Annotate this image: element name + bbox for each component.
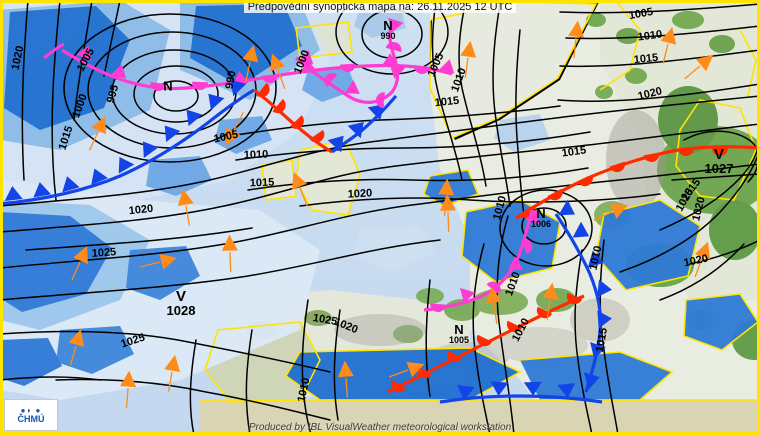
occluded-front-norwegian-sea — [294, 17, 406, 109]
warm-front-north-atlantic — [253, 82, 333, 154]
chmu-logo-glyphs: ●◗ ● — [20, 405, 42, 415]
occluded-front-edge-segment — [43, 42, 65, 60]
cold-front-north-atlantic — [0, 79, 255, 206]
cold-front-baltic — [554, 199, 612, 393]
cold-front-black-sea — [439, 381, 603, 404]
landmass-north-africa — [200, 400, 760, 435]
wind-arrow — [68, 20, 714, 408]
warm-front-russia — [515, 145, 760, 220]
cold-front-biscay — [327, 94, 398, 154]
landmass-british-isles — [296, 140, 360, 215]
occluded-front-central-europe — [423, 208, 540, 312]
chmu-logo[interactable]: ●◗ ● ČHMÚ — [4, 399, 58, 431]
warm-front-balkans — [387, 292, 585, 394]
chmu-logo-label: ČHMÚ — [17, 413, 45, 424]
